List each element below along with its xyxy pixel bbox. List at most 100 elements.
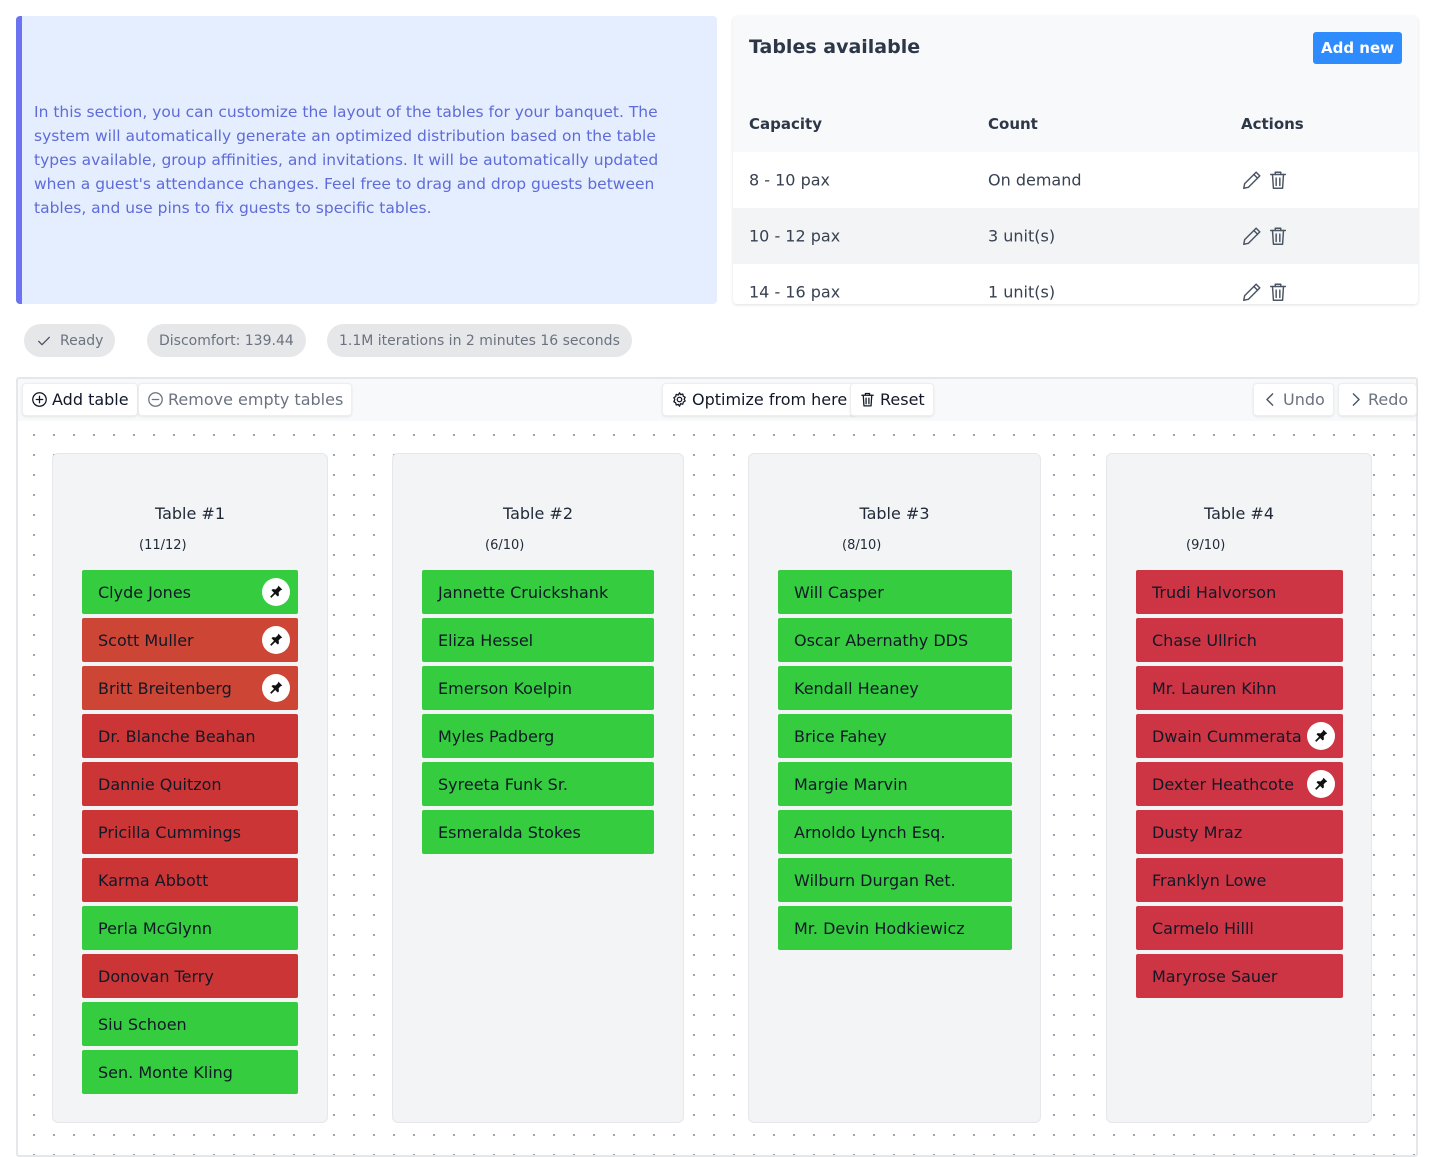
- row-count: On demand: [988, 170, 1082, 190]
- guest-name: Kendall Heaney: [794, 678, 919, 698]
- guest-card[interactable]: Oscar Abernathy DDS: [778, 618, 1012, 662]
- undo-label: Undo: [1283, 390, 1325, 409]
- edit-pencil-icon[interactable]: [1241, 281, 1263, 303]
- add-new-button[interactable]: Add new: [1312, 32, 1402, 64]
- pin-icon[interactable]: [262, 674, 290, 702]
- guest-card[interactable]: Donovan Terry: [82, 954, 298, 998]
- guest-card[interactable]: Perla McGlynn: [82, 906, 298, 950]
- redo-button[interactable]: Redo: [1338, 383, 1418, 416]
- edit-pencil-icon[interactable]: [1241, 169, 1263, 191]
- remove-empty-tables-button[interactable]: Remove empty tables: [138, 383, 353, 416]
- guest-card[interactable]: Scott Muller: [82, 618, 298, 662]
- guest-card[interactable]: Margie Marvin: [778, 762, 1012, 806]
- guest-name: Arnoldo Lynch Esq.: [794, 822, 946, 842]
- guest-name: Syreeta Funk Sr.: [438, 774, 569, 794]
- pin-icon[interactable]: [262, 626, 290, 654]
- guest-card[interactable]: Clyde Jones: [82, 570, 298, 614]
- seating-table-name: Table #1: [154, 504, 226, 523]
- guest-name: Oscar Abernathy DDS: [794, 630, 969, 650]
- seating-table-name: Table #2: [502, 504, 574, 523]
- table-row: 10 - 12 pax 3 unit(s): [733, 208, 1418, 264]
- seating-table[interactable]: Table #4 (9/10) Trudi Halvorson Chase Ullri…: [1106, 453, 1372, 1123]
- guest-card[interactable]: Myles Padberg: [422, 714, 654, 758]
- delete-trash-icon[interactable]: [1267, 169, 1289, 191]
- guest-name: Dannie Quitzon: [98, 774, 222, 794]
- guest-name: Chase Ullrich: [1152, 630, 1257, 650]
- guest-card[interactable]: Syreeta Funk Sr.: [422, 762, 654, 806]
- guest-card[interactable]: Wilburn Durgan Ret.: [778, 858, 1012, 902]
- row-capacity: 10 - 12 pax: [749, 226, 841, 246]
- status-ready-label: Ready: [60, 332, 104, 349]
- add-table-button[interactable]: Add table: [22, 383, 138, 416]
- guest-card[interactable]: Karma Abbott: [82, 858, 298, 902]
- row-actions: [1241, 225, 1289, 247]
- guest-card[interactable]: Mr. Devin Hodkiewicz: [778, 906, 1012, 950]
- seating-table[interactable]: Table #1 (11/12) Clyde Jones Scott Muller Br…: [52, 453, 328, 1123]
- guest-card[interactable]: Emerson Koelpin: [422, 666, 654, 710]
- guest-name: Dr. Blanche Beahan: [98, 726, 256, 746]
- reset-button[interactable]: Reset: [850, 383, 934, 416]
- discomfort-chip: Discomfort: 139.44: [147, 324, 306, 357]
- info-banner: In this section, you can customize the l…: [16, 16, 717, 304]
- seating-table[interactable]: Table #2 (6/10) Jannette Cruickshank Eliza …: [392, 453, 684, 1123]
- guest-card[interactable]: Jannette Cruickshank: [422, 570, 654, 614]
- guest-name: Siu Schoen: [98, 1014, 187, 1034]
- edit-pencil-icon[interactable]: [1241, 225, 1263, 247]
- guest-name: Esmeralda Stokes: [438, 822, 581, 842]
- guest-card[interactable]: Arnoldo Lynch Esq.: [778, 810, 1012, 854]
- guest-name: Pricilla Cummings: [98, 822, 241, 842]
- guest-card[interactable]: Carmelo Hilll: [1136, 906, 1343, 950]
- guest-name: Mr. Lauren Kihn: [1152, 678, 1277, 698]
- status-ready-chip: Ready: [24, 324, 116, 357]
- guest-card[interactable]: Dannie Quitzon: [82, 762, 298, 806]
- row-capacity: 14 - 16 pax: [749, 282, 841, 302]
- guest-card[interactable]: Eliza Hessel: [422, 618, 654, 662]
- row-count: 3 unit(s): [988, 226, 1056, 246]
- guest-card[interactable]: Kendall Heaney: [778, 666, 1012, 710]
- row-actions: [1241, 169, 1289, 191]
- guest-name: Maryrose Sauer: [1152, 966, 1278, 986]
- guest-card[interactable]: Dusty Mraz: [1136, 810, 1343, 854]
- table-row: 14 - 16 pax 1 unit(s): [733, 264, 1418, 304]
- guest-card[interactable]: Trudi Halvorson: [1136, 570, 1343, 614]
- guest-card[interactable]: Mr. Lauren Kihn: [1136, 666, 1343, 710]
- optimize-button[interactable]: Optimize from here: [662, 383, 857, 416]
- seating-board[interactable]: Add table Remove empty tables Optimize f…: [16, 377, 1418, 1157]
- pin-icon[interactable]: [1307, 770, 1335, 798]
- guest-card[interactable]: Dwain Cummerata: [1136, 714, 1343, 758]
- guest-card[interactable]: Sen. Monte Kling: [82, 1050, 298, 1094]
- guest-card[interactable]: Chase Ullrich: [1136, 618, 1343, 662]
- guest-card[interactable]: Dexter Heathcote: [1136, 762, 1343, 806]
- row-capacity: 8 - 10 pax: [749, 170, 830, 190]
- gear-icon: [673, 392, 686, 407]
- guest-name: Donovan Terry: [98, 966, 214, 986]
- delete-trash-icon[interactable]: [1267, 281, 1289, 303]
- plus-circle-icon: [32, 392, 47, 407]
- optimize-label: Optimize from here: [692, 390, 848, 409]
- guest-card[interactable]: Britt Breitenberg: [82, 666, 298, 710]
- pin-icon[interactable]: [1307, 722, 1335, 750]
- guest-card[interactable]: Dr. Blanche Beahan: [82, 714, 298, 758]
- table-header: Capacity Count Actions: [733, 96, 1418, 152]
- iterations-chip: 1.1M iterations in 2 minutes 16 seconds: [327, 324, 632, 357]
- guest-card[interactable]: Maryrose Sauer: [1136, 954, 1343, 998]
- seating-table-name: Table #4: [1203, 504, 1275, 523]
- guest-name: Dwain Cummerata: [1152, 726, 1302, 746]
- guest-card[interactable]: Siu Schoen: [82, 1002, 298, 1046]
- guest-card[interactable]: Esmeralda Stokes: [422, 810, 654, 854]
- pin-icon[interactable]: [262, 578, 290, 606]
- undo-button[interactable]: Undo: [1253, 383, 1334, 416]
- guest-card[interactable]: Will Casper: [778, 570, 1012, 614]
- delete-trash-icon[interactable]: [1267, 225, 1289, 247]
- reset-label: Reset: [880, 390, 925, 409]
- seating-table[interactable]: Table #3 (8/10) Will Casper Oscar Abernathy…: [748, 453, 1041, 1123]
- guest-card[interactable]: Brice Fahey: [778, 714, 1012, 758]
- guest-card[interactable]: Franklyn Lowe: [1136, 858, 1343, 902]
- info-text: In this section, you can customize the l…: [34, 103, 659, 217]
- board-toolbar: Add table Remove empty tables Optimize f…: [18, 379, 1418, 421]
- seating-table-count: (8/10): [842, 538, 882, 553]
- guest-card[interactable]: Pricilla Cummings: [82, 810, 298, 854]
- guest-name: Brice Fahey: [794, 726, 887, 746]
- guest-name: Jannette Cruickshank: [438, 582, 609, 602]
- guest-name: Mr. Devin Hodkiewicz: [794, 918, 965, 938]
